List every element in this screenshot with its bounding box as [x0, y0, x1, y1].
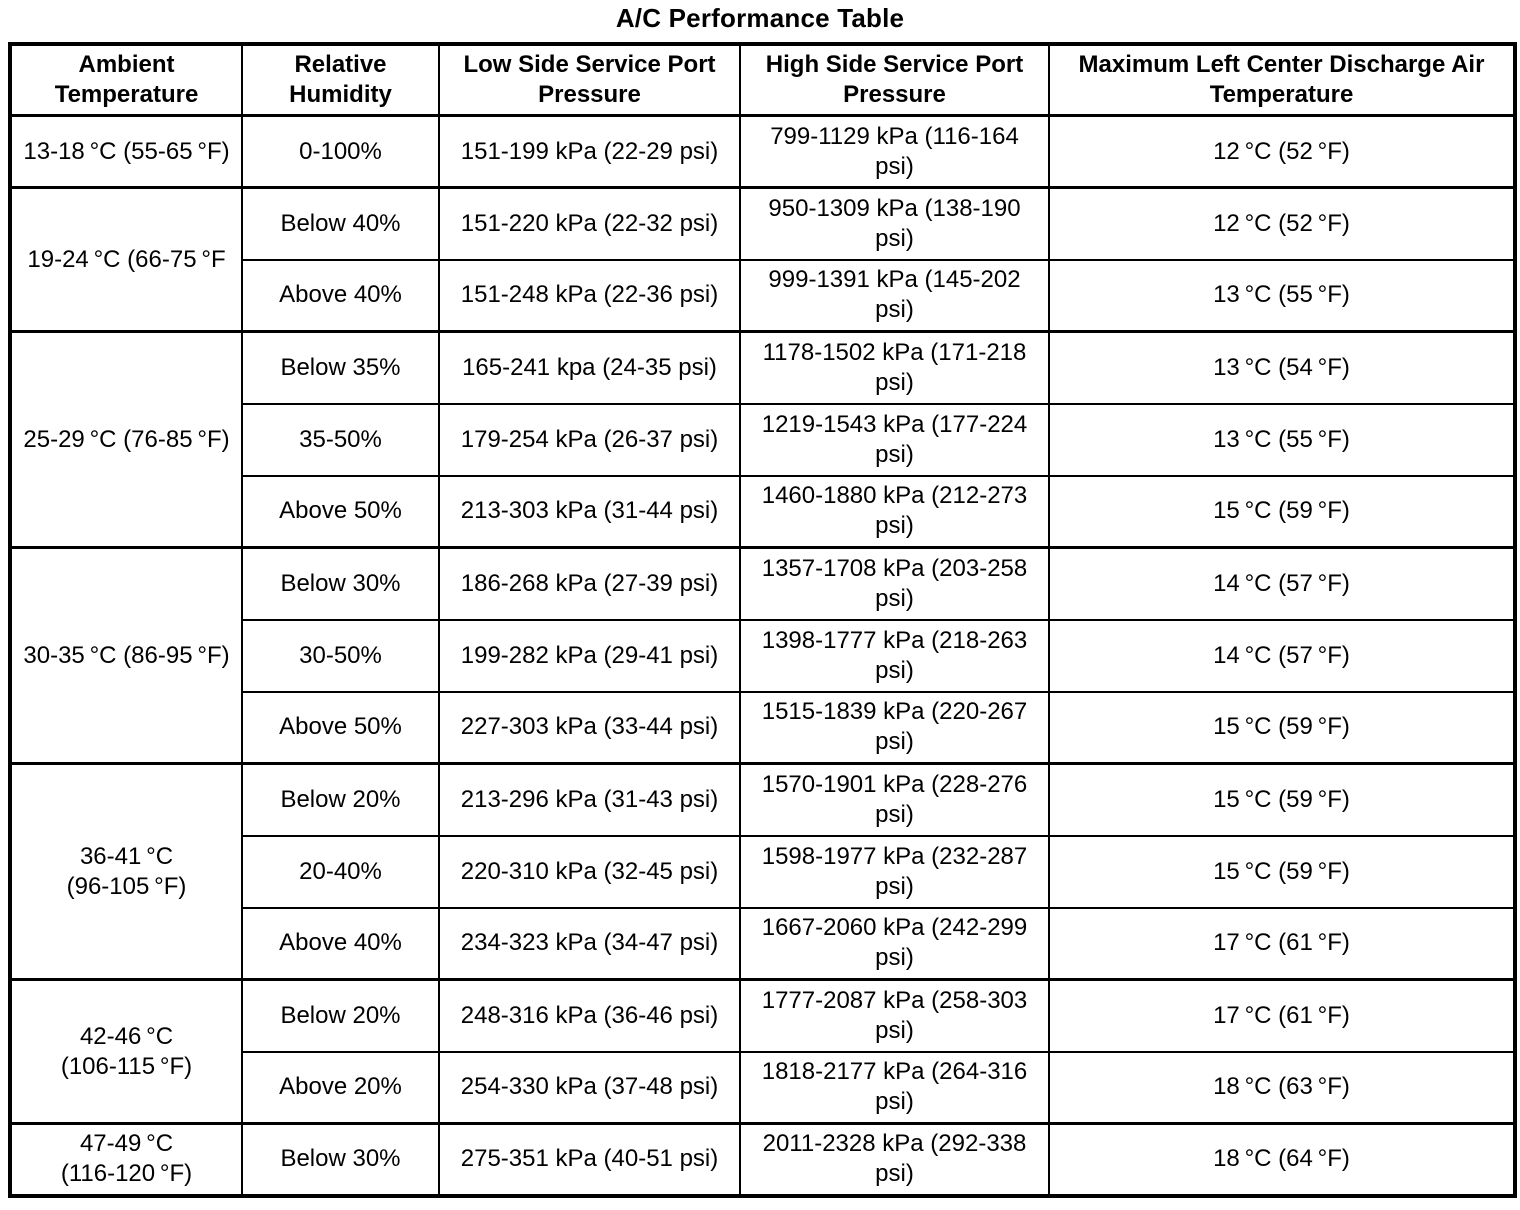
discharge-temperature-cell: 13 °C (54 °F): [1048, 330, 1516, 405]
table-row: Above 20% 254-330 kPa (37-48 psi) 1818-217…: [10, 1050, 1516, 1125]
high-side-pressure-cell: 1570-1901 kPa (228-276 psi): [739, 762, 1050, 837]
low-side-pressure-cell: 248-316 kPa (36-46 psi): [438, 978, 741, 1053]
discharge-temperature-cell: 12 °C (52 °F): [1048, 186, 1516, 261]
table-row: Above 40% 234-323 kPa (34-47 psi) 1667-206…: [10, 906, 1516, 981]
low-side-pressure-cell: 213-296 kPa (31-43 psi): [438, 762, 741, 837]
relative-humidity-cell: Below 35%: [241, 330, 440, 405]
relative-humidity-cell: Above 40%: [241, 258, 440, 333]
discharge-temperature-cell: 14 °C (57 °F): [1048, 618, 1516, 693]
column-header: High Side Service Port Pressure: [739, 43, 1050, 117]
ambient-temperature-cell: 19-24 °C (66-75 °F: [9, 186, 243, 333]
discharge-temperature-cell: 15 °C (59 °F): [1048, 474, 1516, 549]
relative-humidity-cell: Below 20%: [241, 978, 440, 1053]
column-header: Ambient Temperature: [9, 43, 243, 117]
table-row: 25-29 °C (76-85 °F) Below 35% 165-241 kpa …: [9, 330, 1516, 549]
column-header: Relative Humidity: [241, 43, 440, 117]
high-side-pressure-cell: 1818-2177 kPa (264-316 psi): [739, 1050, 1050, 1125]
high-side-pressure-cell: 950-1309 kPa (138-190 psi): [739, 186, 1050, 261]
table-row: Above 40% 151-248 kPa (22-36 psi) 999-1391…: [10, 258, 1516, 333]
relative-humidity-cell: Below 40%: [241, 186, 440, 261]
table-row: 19-24 °C (66-75 °F Below 40% 151-220 kPa (…: [9, 186, 1516, 333]
low-side-pressure-cell: 151-199 kPa (22-29 psi): [438, 114, 741, 189]
discharge-temperature-cell: 18 °C (63 °F): [1048, 1050, 1516, 1125]
ambient-temperature-cell: 36-41 °C (96-105 °F): [9, 762, 243, 981]
table-row: 30-50% 199-282 kPa (29-41 psi) 1398-1777 k…: [10, 618, 1516, 693]
discharge-temperature-cell: 17 °C (61 °F): [1048, 978, 1516, 1053]
low-side-pressure-cell: 199-282 kPa (29-41 psi): [438, 618, 741, 693]
low-side-pressure-cell: 151-220 kPa (22-32 psi): [438, 186, 741, 261]
column-header: Low Side Service Port Pressure: [438, 43, 741, 117]
ambient-temperature-cell: 30-35 °C (86-95 °F): [9, 546, 243, 765]
low-side-pressure-cell: 220-310 kPa (32-45 psi): [438, 834, 741, 909]
ambient-temperature-cell: 25-29 °C (76-85 °F): [9, 330, 243, 549]
relative-humidity-cell: Below 30%: [241, 546, 440, 621]
high-side-pressure-cell: 1357-1708 kPa (203-258 psi): [739, 546, 1050, 621]
discharge-temperature-cell: 15 °C (59 °F): [1048, 834, 1516, 909]
high-side-pressure-cell: 1460-1880 kPa (212-273 psi): [739, 474, 1050, 549]
high-side-pressure-cell: 1398-1777 kPa (218-263 psi): [739, 618, 1050, 693]
high-side-pressure-cell: 1219-1543 kPa (177-224 psi): [739, 402, 1050, 477]
discharge-temperature-cell: 18 °C (64 °F): [1048, 1122, 1516, 1197]
table-row: 36-41 °C (96-105 °F) Below 20% 213-296 kPa…: [9, 762, 1516, 981]
table-row: 13-18 °C (55-65 °F) 0-100% 151-199 kPa (22…: [9, 114, 1516, 189]
high-side-pressure-cell: 1515-1839 kPa (220-267 psi): [739, 690, 1050, 765]
relative-humidity-cell: 20-40%: [241, 834, 440, 909]
discharge-temperature-cell: 13 °C (55 °F): [1048, 258, 1516, 333]
table-row: 42-46 °C (106-115 °F) Below 20% 248-316 kP…: [9, 978, 1516, 1125]
ambient-temperature-cell: 47-49 °C (116-120 °F): [9, 1122, 243, 1197]
relative-humidity-cell: 0-100%: [241, 114, 440, 189]
table-row: 47-49 °C (116-120 °F) Below 30% 275-351 kP…: [9, 1122, 1516, 1197]
discharge-temperature-cell: 12 °C (52 °F): [1048, 114, 1516, 189]
low-side-pressure-cell: 151-248 kPa (22-36 psi): [438, 258, 741, 333]
discharge-temperature-cell: 15 °C (59 °F): [1048, 762, 1516, 837]
ambient-temperature-cell: 42-46 °C (106-115 °F): [9, 978, 243, 1125]
relative-humidity-cell: Below 30%: [241, 1122, 440, 1197]
table-row: 35-50% 179-254 kPa (26-37 psi) 1219-1543 k…: [10, 402, 1516, 477]
low-side-pressure-cell: 213-303 kPa (31-44 psi): [438, 474, 741, 549]
table-row: 20-40% 220-310 kPa (32-45 psi) 1598-1977 k…: [10, 834, 1516, 909]
relative-humidity-cell: 35-50%: [241, 402, 440, 477]
high-side-pressure-cell: 2011-2328 kPa (292-338 psi): [739, 1122, 1050, 1197]
table-title: A/C Performance Table: [615, 3, 905, 33]
low-side-pressure-cell: 227-303 kPa (33-44 psi): [438, 690, 741, 765]
high-side-pressure-cell: 999-1391 kPa (145-202 psi): [739, 258, 1050, 333]
ac-performance-table: Ambient Temperature Relative Humidity Low …: [8, 42, 1517, 1198]
high-side-pressure-cell: 799-1129 kPa (116-164 psi): [739, 114, 1050, 189]
low-side-pressure-cell: 254-330 kPa (37-48 psi): [438, 1050, 741, 1125]
discharge-temperature-cell: 17 °C (61 °F): [1048, 906, 1516, 981]
high-side-pressure-cell: 1598-1977 kPa (232-287 psi): [739, 834, 1050, 909]
relative-humidity-cell: Above 50%: [241, 690, 440, 765]
low-side-pressure-cell: 186-268 kPa (27-39 psi): [438, 546, 741, 621]
relative-humidity-cell: Above 40%: [241, 906, 440, 981]
table-row: 30-35 °C (86-95 °F) Below 30% 186-268 kPa …: [9, 546, 1516, 765]
column-header: Maximum Left Center Discharge Air Temper…: [1048, 43, 1516, 117]
low-side-pressure-cell: 234-323 kPa (34-47 psi): [438, 906, 741, 981]
low-side-pressure-cell: 275-351 kPa (40-51 psi): [438, 1122, 741, 1197]
high-side-pressure-cell: 1667-2060 kPa (242-299 psi): [739, 906, 1050, 981]
relative-humidity-cell: 30-50%: [241, 618, 440, 693]
table-body: 13-18 °C (55-65 °F) 0-100% 151-199 kPa (22…: [9, 114, 1516, 1197]
high-side-pressure-cell: 1777-2087 kPa (258-303 psi): [739, 978, 1050, 1053]
relative-humidity-cell: Above 50%: [241, 474, 440, 549]
low-side-pressure-cell: 165-241 kpa (24-35 psi): [438, 330, 741, 405]
table-row: Above 50% 213-303 kPa (31-44 psi) 1460-188…: [10, 474, 1516, 549]
high-side-pressure-cell: 1178-1502 kPa (171-218 psi): [739, 330, 1050, 405]
low-side-pressure-cell: 179-254 kPa (26-37 psi): [438, 402, 741, 477]
discharge-temperature-cell: 14 °C (57 °F): [1048, 546, 1516, 621]
discharge-temperature-cell: 13 °C (55 °F): [1048, 402, 1516, 477]
header-row: Ambient Temperature Relative Humidity Low …: [9, 43, 1516, 117]
table-row: Above 50% 227-303 kPa (33-44 psi) 1515-183…: [10, 690, 1516, 765]
discharge-temperature-cell: 15 °C (59 °F): [1048, 690, 1516, 765]
ambient-temperature-cell: 13-18 °C (55-65 °F): [9, 114, 243, 189]
relative-humidity-cell: Below 20%: [241, 762, 440, 837]
relative-humidity-cell: Above 20%: [241, 1050, 440, 1125]
